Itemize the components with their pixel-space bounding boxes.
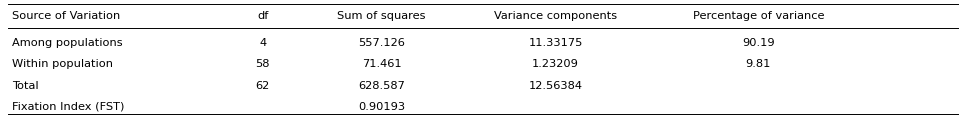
Text: 557.126: 557.126 [358, 38, 405, 48]
Text: Sum of squares: Sum of squares [337, 11, 426, 21]
Text: Among populations: Among populations [12, 38, 123, 48]
Text: 62: 62 [256, 81, 270, 91]
Text: df: df [257, 11, 269, 21]
Text: Fixation Index (FST): Fixation Index (FST) [12, 102, 124, 112]
Text: 628.587: 628.587 [358, 81, 405, 91]
Text: Total: Total [12, 81, 39, 91]
Text: Source of Variation: Source of Variation [12, 11, 120, 21]
Text: Within population: Within population [12, 59, 113, 69]
Text: 4: 4 [259, 38, 267, 48]
Text: Variance components: Variance components [494, 11, 617, 21]
Text: 1.23209: 1.23209 [532, 59, 579, 69]
Text: 0.90193: 0.90193 [358, 102, 405, 112]
Text: 9.81: 9.81 [746, 59, 771, 69]
Text: 58: 58 [255, 59, 270, 69]
Text: 90.19: 90.19 [742, 38, 775, 48]
Text: Percentage of variance: Percentage of variance [693, 11, 824, 21]
Text: 12.56384: 12.56384 [528, 81, 582, 91]
Text: 11.33175: 11.33175 [528, 38, 582, 48]
Text: 71.461: 71.461 [361, 59, 402, 69]
